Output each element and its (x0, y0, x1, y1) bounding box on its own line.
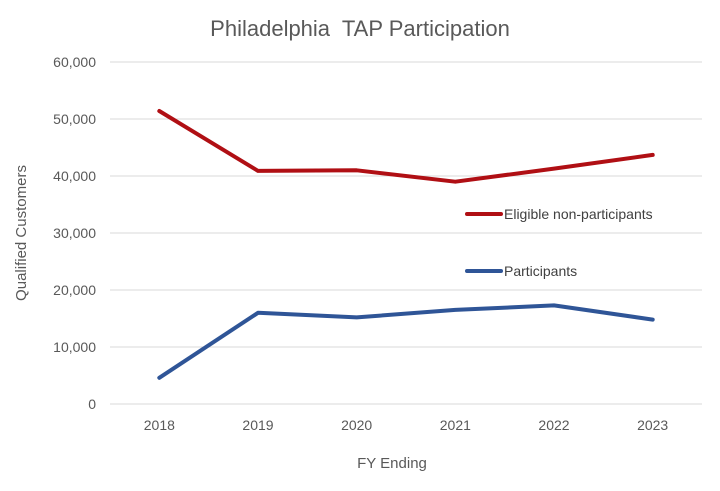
y-tick-label: 20,000 (53, 282, 96, 298)
x-tick-label: 2023 (637, 417, 668, 433)
y-tick-label: 0 (88, 396, 96, 412)
y-tick-label: 50,000 (53, 111, 96, 127)
series-line-eligible-non-participants (157, 109, 655, 184)
y-tick-labels: 0 10,000 20,000 30,000 40,000 50,000 60,000 (53, 54, 96, 412)
y-axis-label: Qualified Customers (13, 165, 30, 301)
chart-title: Philadelphia TAP Participation (210, 16, 510, 41)
legend: Eligible non-participants Participants (465, 206, 653, 279)
y-tick-label: 60,000 (53, 54, 96, 70)
x-tick-label: 2018 (144, 417, 175, 433)
x-tick-label: 2022 (538, 417, 569, 433)
x-tick-labels: 2018 2019 2020 2021 2022 2023 (144, 417, 669, 433)
series-line-participants (157, 303, 655, 380)
legend-label-eligible-non-participants: Eligible non-participants (504, 206, 653, 222)
y-tick-label: 10,000 (53, 339, 96, 355)
x-tick-label: 2021 (440, 417, 471, 433)
series-lines (157, 109, 655, 380)
y-tick-label: 30,000 (53, 225, 96, 241)
legend-label-participants: Participants (504, 263, 577, 279)
x-tick-label: 2019 (242, 417, 273, 433)
y-tick-label: 40,000 (53, 168, 96, 184)
x-tick-label: 2020 (341, 417, 372, 433)
x-axis-label: FY Ending (357, 455, 427, 472)
